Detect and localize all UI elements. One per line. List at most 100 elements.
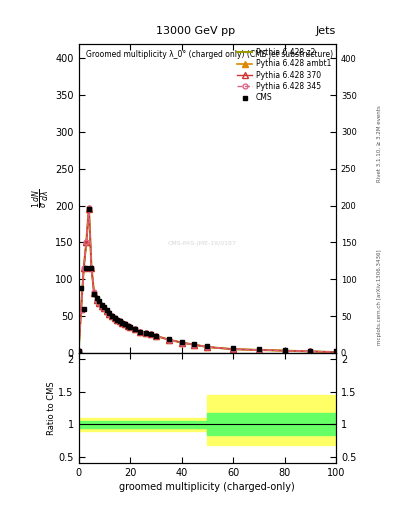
Pythia 6.428 ambt1	[99, 303, 104, 309]
Pythia 6.428 z2	[118, 318, 122, 324]
CMS	[94, 294, 99, 301]
Pythia 6.428 z2	[115, 316, 119, 323]
Pythia 6.428 ambt1	[192, 342, 197, 348]
Y-axis label: Ratio to CMS: Ratio to CMS	[47, 381, 55, 435]
Pythia 6.428 345	[192, 342, 197, 348]
CMS	[148, 331, 153, 337]
Pythia 6.428 345	[231, 346, 235, 352]
Pythia 6.428 370	[125, 323, 130, 329]
Text: CMS-PAS-JME-19/0187: CMS-PAS-JME-19/0187	[168, 241, 237, 246]
Pythia 6.428 370	[92, 290, 96, 296]
Pythia 6.428 370	[179, 339, 184, 346]
CMS	[256, 346, 261, 352]
Pythia 6.428 ambt1	[231, 346, 235, 352]
Pythia 6.428 345	[282, 348, 287, 354]
CMS	[112, 315, 117, 322]
Pythia 6.428 z2	[192, 342, 197, 348]
Legend: Pythia 6.428 z2, Pythia 6.428 ambt1, Pythia 6.428 370, Pythia 6.428 345, CMS: Pythia 6.428 z2, Pythia 6.428 ambt1, Pyt…	[234, 45, 334, 105]
Pythia 6.428 345	[84, 239, 89, 245]
Pythia 6.428 ambt1	[94, 297, 99, 303]
Pythia 6.428 ambt1	[334, 349, 338, 355]
Pythia 6.428 345	[205, 344, 210, 350]
Pythia 6.428 ambt1	[105, 308, 109, 314]
Pythia 6.428 ambt1	[115, 316, 119, 323]
Pythia 6.428 345	[105, 308, 109, 314]
Pythia 6.428 370	[79, 306, 84, 312]
Pythia 6.428 370	[120, 319, 125, 326]
Pythia 6.428 ambt1	[84, 239, 89, 245]
CMS	[282, 347, 287, 353]
CMS	[123, 321, 127, 327]
Pythia 6.428 370	[99, 303, 104, 309]
Pythia 6.428 345	[133, 326, 138, 332]
Pythia 6.428 345	[125, 323, 130, 329]
Pythia 6.428 370	[128, 324, 132, 330]
Pythia 6.428 z2	[334, 349, 338, 355]
Line: Pythia 6.428 ambt1: Pythia 6.428 ambt1	[76, 205, 339, 355]
Pythia 6.428 370	[110, 313, 114, 319]
Pythia 6.428 345	[118, 318, 122, 324]
Pythia 6.428 z2	[179, 339, 184, 346]
Pythia 6.428 ambt1	[148, 331, 153, 337]
Pythia 6.428 370	[166, 336, 171, 343]
Line: Pythia 6.428 370: Pythia 6.428 370	[76, 206, 339, 355]
Pythia 6.428 ambt1	[282, 348, 287, 354]
Pythia 6.428 345	[112, 315, 117, 322]
CMS	[97, 298, 101, 305]
Pythia 6.428 ambt1	[86, 205, 91, 211]
Pythia 6.428 ambt1	[153, 333, 158, 339]
Pythia 6.428 345	[179, 339, 184, 346]
Pythia 6.428 z2	[148, 331, 153, 337]
Pythia 6.428 345	[92, 289, 96, 295]
Pythia 6.428 345	[97, 300, 101, 306]
Pythia 6.428 ambt1	[166, 336, 171, 343]
Pythia 6.428 345	[110, 313, 114, 319]
CMS	[133, 326, 138, 332]
Pythia 6.428 370	[282, 348, 287, 354]
Y-axis label: $\frac{1}{\sigma}\frac{dN}{d\lambda}$: $\frac{1}{\sigma}\frac{dN}{d\lambda}$	[31, 188, 52, 208]
CMS	[128, 324, 132, 330]
CMS	[334, 348, 338, 354]
CMS	[84, 265, 89, 271]
CMS	[76, 348, 81, 354]
Pythia 6.428 345	[334, 349, 338, 355]
Pythia 6.428 z2	[205, 344, 210, 350]
Pythia 6.428 370	[118, 318, 122, 324]
Text: 13000 GeV pp: 13000 GeV pp	[156, 26, 235, 36]
Pythia 6.428 370	[148, 331, 153, 337]
CMS	[118, 318, 122, 324]
Pythia 6.428 370	[115, 316, 119, 323]
Pythia 6.428 ambt1	[123, 321, 127, 327]
CMS	[120, 319, 125, 326]
CMS	[92, 291, 96, 297]
Pythia 6.428 345	[99, 303, 104, 309]
CMS	[231, 346, 235, 352]
Pythia 6.428 370	[76, 348, 81, 354]
Pythia 6.428 345	[107, 311, 112, 317]
Pythia 6.428 ambt1	[89, 265, 94, 271]
Pythia 6.428 370	[94, 297, 99, 303]
Pythia 6.428 345	[102, 305, 107, 311]
Pythia 6.428 345	[143, 330, 148, 336]
Pythia 6.428 ambt1	[256, 347, 261, 353]
Pythia 6.428 370	[105, 308, 109, 314]
Pythia 6.428 z2	[102, 305, 107, 311]
Pythia 6.428 345	[256, 347, 261, 353]
Pythia 6.428 z2	[112, 315, 117, 322]
Pythia 6.428 z2	[99, 303, 104, 309]
Pythia 6.428 370	[102, 305, 107, 311]
CMS	[153, 333, 158, 339]
Pythia 6.428 345	[123, 321, 127, 327]
Pythia 6.428 ambt1	[128, 324, 132, 330]
Text: mcplots.cern.ch [arXiv:1306.3436]: mcplots.cern.ch [arXiv:1306.3436]	[377, 249, 382, 345]
Pythia 6.428 z2	[97, 300, 101, 306]
CMS	[110, 313, 114, 319]
CMS	[308, 348, 313, 354]
Pythia 6.428 345	[308, 348, 313, 354]
Pythia 6.428 345	[81, 265, 86, 271]
Pythia 6.428 370	[334, 349, 338, 355]
Pythia 6.428 ambt1	[97, 300, 101, 306]
Pythia 6.428 345	[166, 336, 171, 343]
Pythia 6.428 370	[84, 239, 89, 245]
Pythia 6.428 ambt1	[92, 290, 96, 296]
